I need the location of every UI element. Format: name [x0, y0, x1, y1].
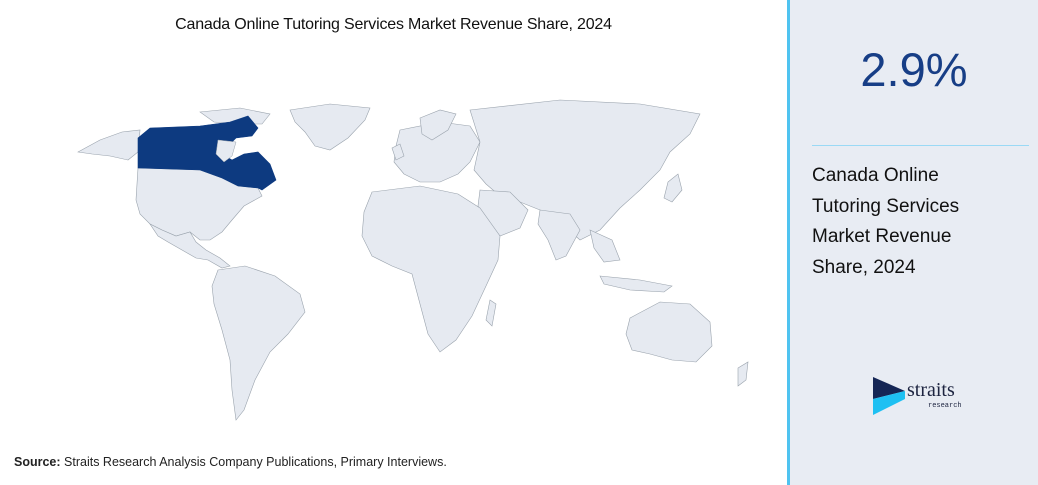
straits-logo: straits research [873, 377, 973, 417]
region-south-america [211, 265, 306, 421]
stat-description: Canada Online Tutoring Services Market R… [812, 165, 960, 278]
region-uk [391, 143, 405, 161]
logo-sub: research [928, 402, 962, 410]
region-new-zealand [737, 361, 749, 387]
source-text: Straits Research Analysis Company Public… [60, 455, 447, 469]
divider [812, 145, 1029, 146]
world-map [77, 99, 749, 421]
region-japan [663, 173, 683, 203]
region-madagascar [485, 299, 497, 327]
region-greenland [289, 103, 371, 151]
stat-sidebar: 2.9% Canada Online Tutoring Services Mar… [787, 0, 1038, 485]
region-asia [469, 99, 701, 241]
stat-value: 2.9% [860, 43, 968, 96]
hudson-bay [215, 139, 237, 163]
region-alaska [77, 129, 141, 161]
source-note: Source: Straits Research Analysis Compan… [14, 455, 447, 469]
region-africa [361, 185, 501, 353]
map-panel: Canada Online Tutoring Services Market R… [14, 16, 749, 469]
region-southeast-asia [589, 229, 621, 263]
region-arctic-islands [199, 107, 271, 125]
source-label: Source: [14, 455, 61, 469]
region-scandinavia [419, 109, 457, 141]
chart-title: Canada Online Tutoring Services Market R… [175, 16, 612, 33]
region-australia [625, 301, 713, 363]
region-india [537, 209, 581, 261]
straits-logo-icon [873, 377, 905, 415]
region-mexico [149, 223, 231, 269]
logo-name: straits [907, 379, 955, 401]
region-canada [137, 115, 277, 191]
region-indonesia [599, 275, 673, 293]
region-europe [393, 121, 481, 183]
